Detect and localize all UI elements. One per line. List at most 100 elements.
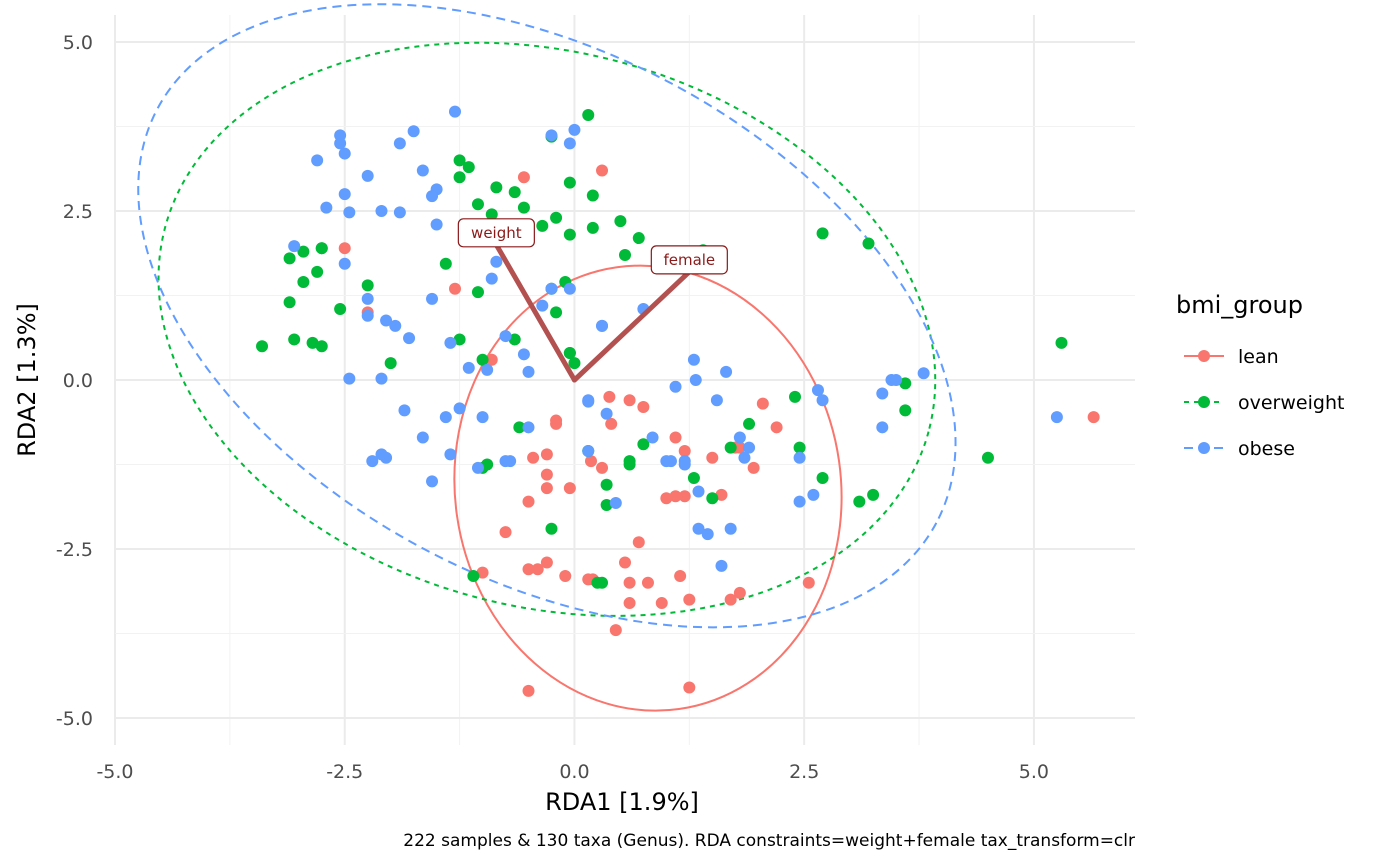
lean-point xyxy=(715,488,728,501)
overweight-point xyxy=(490,181,503,194)
obese-point xyxy=(416,164,429,177)
lean-point xyxy=(522,684,535,697)
lean-point xyxy=(563,482,576,495)
lean-point xyxy=(623,394,636,407)
constraint-arrows: weight female xyxy=(457,218,728,383)
overweight-point xyxy=(568,357,581,370)
obese-point xyxy=(334,137,347,150)
lean-point xyxy=(540,448,553,461)
obese-point xyxy=(724,522,737,535)
lean-point xyxy=(678,490,691,503)
arrow-weight xyxy=(493,242,577,383)
overweight-point xyxy=(816,227,829,240)
obese-point xyxy=(890,374,903,386)
lean-point xyxy=(527,451,540,464)
obese-point xyxy=(389,319,402,332)
obese-point xyxy=(517,348,530,361)
obese-point xyxy=(545,129,558,142)
obese-point xyxy=(692,522,705,535)
overweight-point xyxy=(439,257,452,270)
obese-point xyxy=(407,125,420,138)
obese-point xyxy=(476,411,489,424)
overweight-point xyxy=(600,478,613,491)
overweight-point xyxy=(862,237,875,250)
overweight-point xyxy=(471,286,484,299)
lean-point xyxy=(623,576,636,589)
obese-point xyxy=(811,384,824,397)
obese-point xyxy=(338,147,351,160)
lean-point xyxy=(770,421,783,434)
overweight-point xyxy=(793,441,806,454)
overweight-point xyxy=(467,570,480,583)
lean-point xyxy=(724,593,737,606)
overweight-point xyxy=(297,275,310,288)
obese-point xyxy=(311,154,324,167)
overweight-point xyxy=(632,232,645,245)
x-tick-label: -5.0 xyxy=(96,761,133,783)
overweight-point xyxy=(334,303,347,316)
overweight-ellipse xyxy=(157,41,937,617)
lean-point xyxy=(596,461,609,474)
obese-point xyxy=(380,451,393,464)
obese-point xyxy=(361,292,374,305)
overweight-point xyxy=(550,306,563,319)
overweight-point xyxy=(563,176,576,189)
overweight-point xyxy=(311,265,324,278)
overweight-point xyxy=(453,154,466,167)
lean-point xyxy=(678,444,691,457)
overweight-point xyxy=(508,186,521,199)
overweight-point xyxy=(619,248,631,261)
obese-point xyxy=(338,188,351,201)
y-tick-label: -5.0 xyxy=(56,708,93,730)
lean-point xyxy=(609,624,622,637)
legend-key-point xyxy=(1198,442,1210,454)
obese-point xyxy=(715,559,728,572)
overweight-point xyxy=(315,242,328,255)
lean-point xyxy=(683,593,696,606)
obese-point xyxy=(536,299,549,312)
overweight-point xyxy=(485,208,498,221)
overweight-point xyxy=(623,458,636,471)
overweight-point xyxy=(462,161,475,174)
obese-point xyxy=(596,319,609,332)
overweight-point xyxy=(586,221,599,234)
obese-point xyxy=(288,240,301,253)
obese-point xyxy=(320,201,333,214)
lean-point xyxy=(674,570,687,583)
overweight-point xyxy=(256,340,269,353)
obese-point xyxy=(393,206,406,219)
lean-point xyxy=(747,461,760,474)
obese-point xyxy=(485,272,498,285)
points xyxy=(256,105,1100,697)
obese-point xyxy=(720,365,733,378)
overweight-point xyxy=(899,377,912,390)
overweight-point xyxy=(513,421,526,434)
lean-point xyxy=(802,576,815,589)
lean-point xyxy=(619,556,631,569)
overweight-point xyxy=(550,211,563,224)
obese-point xyxy=(462,361,475,374)
lean-point xyxy=(660,492,673,505)
obese-point xyxy=(444,448,457,461)
obese-point xyxy=(793,451,806,464)
overweight-point xyxy=(283,296,296,309)
obese-point xyxy=(568,123,581,136)
obese-point xyxy=(646,431,659,444)
obese-point xyxy=(917,367,930,380)
obese-ellipse xyxy=(137,3,957,629)
overweight-point xyxy=(1055,336,1068,349)
overweight-point xyxy=(596,576,609,589)
lean-point xyxy=(637,401,650,414)
obese-point xyxy=(481,363,494,376)
overweight-point xyxy=(476,353,489,366)
overweight-point xyxy=(867,488,880,501)
overweight-point xyxy=(582,109,595,122)
lean-ellipse xyxy=(453,264,843,712)
obese-point xyxy=(876,421,889,434)
legend-title: bmi_group xyxy=(1176,291,1303,319)
y-tick-label: 5.0 xyxy=(63,32,93,54)
lean-point xyxy=(517,171,530,184)
grid xyxy=(114,15,1135,745)
legend-label: obese xyxy=(1238,438,1295,460)
